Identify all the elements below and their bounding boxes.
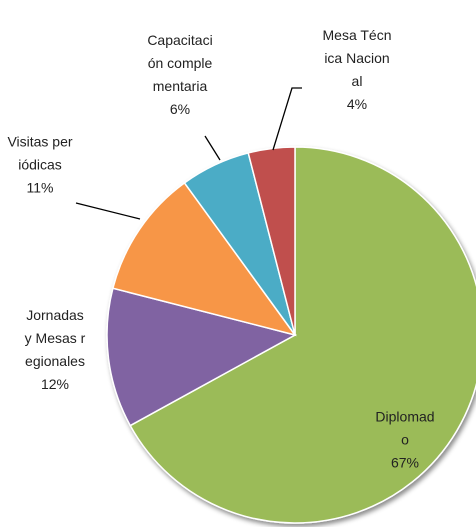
slice-label: Capacitación complementaria 6% <box>147 29 213 121</box>
slice-label: Visitas periódicas 11% <box>7 131 73 200</box>
slice-category-label: Mesa Técnica Nacional <box>322 27 392 89</box>
pie-slice <box>247 146 296 336</box>
pie-slice <box>111 181 297 337</box>
slice-value-label: 67% <box>390 454 420 471</box>
slice-label: Jornadas y Mesas regionales 12% <box>23 304 87 396</box>
slice-value-label: 6% <box>169 101 191 117</box>
slice-category-label: Jornadas y Mesas regionales <box>24 307 86 369</box>
slice-category-label: Visitas periódicas <box>7 133 73 173</box>
leader-line <box>204 135 221 161</box>
slice-value-label: 12% <box>40 376 70 392</box>
pie-slice <box>129 146 476 524</box>
slices <box>106 146 476 524</box>
slice-category-label: Capacitación complementaria <box>147 32 213 94</box>
leader-line <box>272 87 302 151</box>
slice-value-label: 4% <box>346 96 368 112</box>
slice-value-label: 11% <box>26 179 54 196</box>
slice-label: Mesa Técnica Nacional 4% <box>322 24 392 116</box>
slice-category-label: Diplomado <box>375 408 435 448</box>
slice-label: Diplomado 67% <box>373 406 437 475</box>
leader-line <box>75 202 141 220</box>
pie-slice <box>106 287 298 427</box>
